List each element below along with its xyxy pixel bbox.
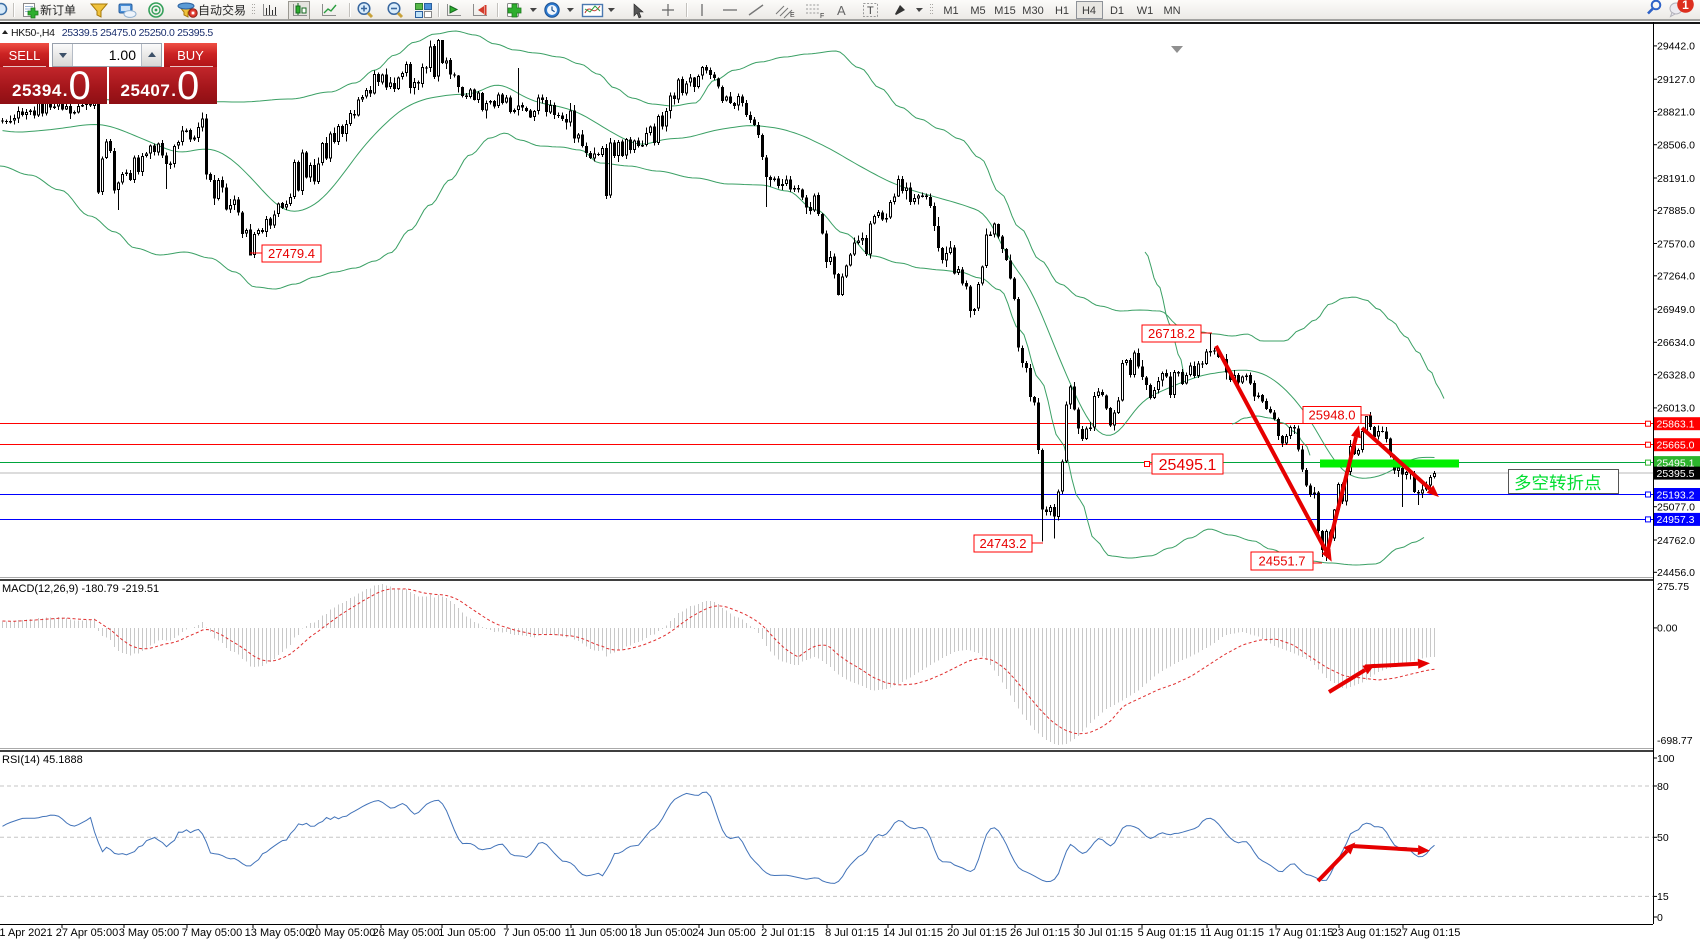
svg-text:M30: M30 <box>1022 5 1043 17</box>
svg-text:27 Apr 05:00: 27 Apr 05:00 <box>56 927 118 939</box>
svg-text:24762.0: 24762.0 <box>1657 535 1695 547</box>
svg-text:25395.5: 25395.5 <box>1657 468 1695 480</box>
svg-text:27 Aug 01:15: 27 Aug 01:15 <box>1396 927 1461 939</box>
svg-text:MACD(12,26,9) -180.79 -219.51: MACD(12,26,9) -180.79 -219.51 <box>2 583 159 595</box>
svg-text:25077.0: 25077.0 <box>1657 502 1695 514</box>
svg-text:26328.0: 26328.0 <box>1657 369 1695 381</box>
svg-text:17 Aug 01:15: 17 Aug 01:15 <box>1269 927 1334 939</box>
svg-text:100: 100 <box>1657 753 1675 765</box>
svg-text:15: 15 <box>1657 891 1669 903</box>
svg-text:25193.2: 25193.2 <box>1657 489 1695 501</box>
svg-text:E: E <box>790 12 795 19</box>
svg-text:25863.1: 25863.1 <box>1657 419 1695 431</box>
svg-text:A: A <box>837 3 846 18</box>
svg-text:0: 0 <box>1657 912 1663 924</box>
svg-text:30 Jul 01:15: 30 Jul 01:15 <box>1073 927 1133 939</box>
svg-text:28191.0: 28191.0 <box>1657 173 1695 185</box>
svg-text:25495.1: 25495.1 <box>1657 457 1695 469</box>
svg-text:26013.0: 26013.0 <box>1657 403 1695 415</box>
svg-text:1 Apr 2021: 1 Apr 2021 <box>0 927 53 939</box>
svg-text:7 Jun 05:00: 7 Jun 05:00 <box>503 927 561 939</box>
svg-text:11 Jun 05:00: 11 Jun 05:00 <box>565 927 628 939</box>
svg-text:D1: D1 <box>1110 5 1124 17</box>
svg-text:29442.0: 29442.0 <box>1657 41 1695 53</box>
svg-text:28506.0: 28506.0 <box>1657 140 1695 152</box>
svg-text:M1: M1 <box>943 5 958 17</box>
svg-text:24957.3: 24957.3 <box>1657 514 1695 526</box>
svg-text:80: 80 <box>1657 781 1669 793</box>
svg-text:F: F <box>820 13 824 20</box>
svg-text:18 Jun 05:00: 18 Jun 05:00 <box>629 927 693 939</box>
svg-text:M5: M5 <box>970 5 985 17</box>
svg-text:8 Jul 01:15: 8 Jul 01:15 <box>825 927 879 939</box>
svg-text:13 May 05:00: 13 May 05:00 <box>245 927 312 939</box>
svg-text:26 May 05:00: 26 May 05:00 <box>373 927 440 939</box>
svg-text:0.00: 0.00 <box>1657 623 1678 635</box>
svg-text:2 Jul 01:15: 2 Jul 01:15 <box>761 927 815 939</box>
svg-text:H4: H4 <box>1082 5 1096 17</box>
svg-text:7 May 05:00: 7 May 05:00 <box>182 927 243 939</box>
svg-text:24456.0: 24456.0 <box>1657 567 1695 579</box>
svg-text:1 Jun 05:00: 1 Jun 05:00 <box>438 927 496 939</box>
svg-text:29127.0: 29127.0 <box>1657 74 1695 86</box>
svg-text:50: 50 <box>1657 832 1669 844</box>
svg-text:H1: H1 <box>1055 5 1069 17</box>
svg-text:MN: MN <box>1163 5 1180 17</box>
svg-text:11 Aug 01:15: 11 Aug 01:15 <box>1200 927 1264 939</box>
svg-text:W1: W1 <box>1137 5 1154 17</box>
svg-text:26949.0: 26949.0 <box>1657 304 1695 316</box>
svg-text:20 Jul 01:15: 20 Jul 01:15 <box>947 927 1007 939</box>
svg-text:26634.0: 26634.0 <box>1657 337 1695 349</box>
svg-text:-698.77: -698.77 <box>1657 735 1693 747</box>
svg-text:27885.0: 27885.0 <box>1657 205 1695 217</box>
svg-text:25665.0: 25665.0 <box>1657 440 1695 452</box>
svg-text:27570.0: 27570.0 <box>1657 238 1695 250</box>
svg-text:24551.7: 24551.7 <box>1259 554 1306 569</box>
svg-text:25495.1: 25495.1 <box>1159 457 1217 474</box>
svg-text:5 Aug 01:15: 5 Aug 01:15 <box>1138 927 1197 939</box>
svg-text:14 Jul 01:15: 14 Jul 01:15 <box>883 927 943 939</box>
svg-text:26718.2: 26718.2 <box>1148 326 1195 341</box>
svg-text:27264.0: 27264.0 <box>1657 271 1695 283</box>
svg-text:RSI(14) 45.1888: RSI(14) 45.1888 <box>2 754 83 766</box>
svg-text:23 Aug 01:15: 23 Aug 01:15 <box>1332 927 1397 939</box>
svg-text:M15: M15 <box>994 5 1015 17</box>
svg-text:24 Jun 05:00: 24 Jun 05:00 <box>692 927 756 939</box>
svg-text:T: T <box>867 5 874 17</box>
svg-text:25948.0: 25948.0 <box>1309 408 1356 423</box>
svg-text:3 May 05:00: 3 May 05:00 <box>119 927 180 939</box>
svg-text:28821.0: 28821.0 <box>1657 106 1695 118</box>
svg-text:275.75: 275.75 <box>1657 581 1689 593</box>
svg-text:27479.4: 27479.4 <box>268 246 315 261</box>
svg-text:20 May 05:00: 20 May 05:00 <box>309 927 376 939</box>
svg-text:26 Jul 01:15: 26 Jul 01:15 <box>1010 927 1070 939</box>
svg-text:1: 1 <box>1682 0 1689 12</box>
svg-text:24743.2: 24743.2 <box>980 536 1027 551</box>
